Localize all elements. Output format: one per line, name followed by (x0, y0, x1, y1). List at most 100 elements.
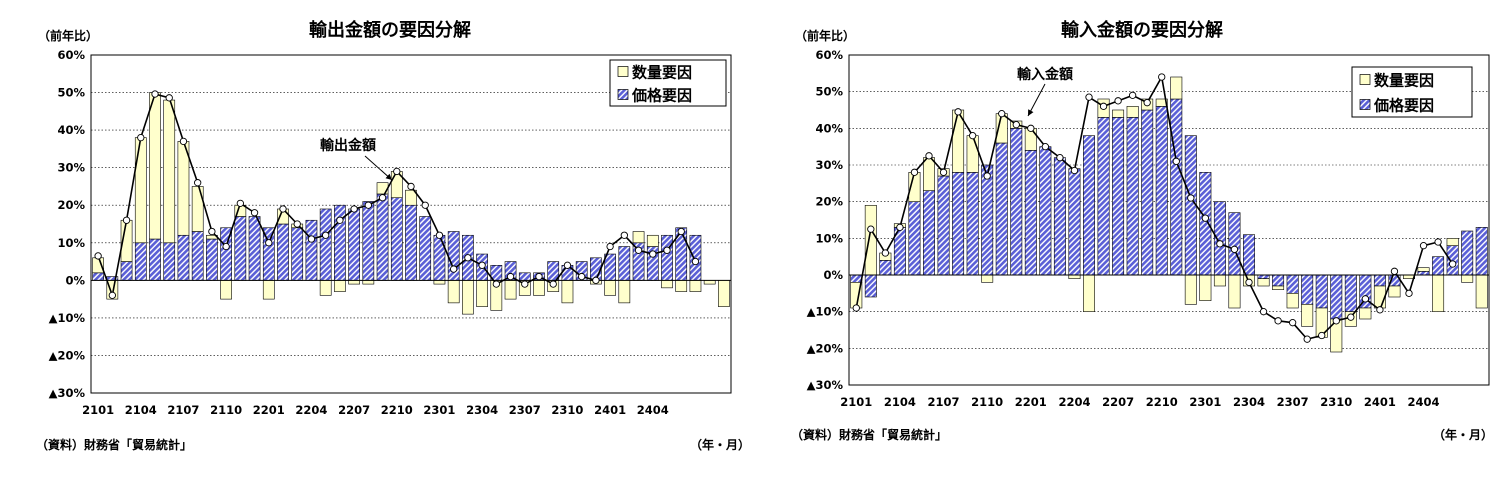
y-tick-label: 20% (815, 195, 843, 209)
total-amount-point (478, 261, 486, 269)
quantity-factor-bar (533, 280, 545, 296)
quantity-factor-bar (1286, 293, 1299, 309)
price-factor-bar (1286, 274, 1299, 294)
x-tick-label: 2207 (338, 403, 370, 417)
price-factor-bar (1228, 212, 1241, 276)
y-tick-label: 60% (815, 48, 843, 62)
y-tick-label: 50% (815, 85, 843, 99)
total-amount-point (1085, 93, 1093, 101)
quantity-factor-bar (561, 280, 574, 304)
price-factor-bar (937, 175, 950, 276)
price-factor-bar (362, 201, 375, 281)
price-factor-bar (1446, 245, 1459, 276)
total-amount-point (852, 304, 860, 312)
quantity-factor-bar (1170, 76, 1183, 100)
price-factor-bar (348, 208, 360, 281)
x-tick-label: 2101 (840, 395, 872, 409)
quantity-factor-bar (604, 280, 616, 296)
price-factor-bar (1141, 109, 1154, 276)
quantity-factor-bar (675, 280, 688, 292)
total-amount-point (1361, 295, 1370, 303)
total-amount-point (563, 261, 572, 269)
source-note: （資料）財務省「貿易統計」 (36, 437, 192, 452)
quantity-factor-bar (1228, 274, 1241, 309)
total-amount-point (896, 223, 904, 231)
total-amount-point (1288, 319, 1297, 327)
y-tick-label: 30% (57, 161, 85, 175)
price-factor-bar (291, 227, 304, 281)
total-amount-point (1332, 317, 1340, 325)
total-line-annotation: 輸出金額 (320, 137, 376, 154)
quantity-factor-bar (1112, 109, 1125, 118)
quantity-factor-bar (348, 280, 360, 285)
price-factor-bar (177, 234, 190, 281)
arrow-head (385, 173, 392, 180)
price-factor-bar (1068, 168, 1081, 276)
price-factor-bar (1373, 274, 1386, 287)
total-amount-point (151, 90, 159, 98)
import-chart-panel: ▲30% ▲20% ▲10% 0% 10% 20% 30% 40% 50% 60% 2101 2104… (755, 0, 1511, 481)
price-factor-bar (1432, 256, 1445, 276)
total-amount-point (350, 205, 358, 213)
quantity-factor-bar (405, 189, 417, 206)
source-note: （資料）財務省「貿易統計」 (791, 427, 947, 442)
total-amount-point (122, 216, 131, 224)
total-amount-point (137, 133, 145, 142)
total-amount-point (925, 152, 933, 160)
quantity-factor-bar (177, 141, 190, 236)
quantity-factor-bar (447, 280, 460, 304)
price-factor-bar (995, 142, 1008, 276)
quantity-factor-bar (1257, 278, 1270, 287)
total-amount-point (606, 242, 614, 251)
total-amount-point (677, 227, 685, 236)
price-factor-bar (405, 204, 417, 281)
quantity-factor-bar (966, 135, 979, 173)
price-factor-bar (1257, 274, 1270, 279)
price-factor-bar (234, 216, 247, 281)
price-factor-bar (376, 193, 389, 281)
y-tick-label: ▲20% (49, 348, 86, 362)
price-factor-bar (277, 223, 289, 281)
quantity-factor-bar (1301, 304, 1314, 327)
y-tick-label: 0% (823, 268, 843, 282)
x-tick-label: 2310 (551, 403, 583, 417)
quantity-factor-bar (1461, 274, 1474, 283)
total-amount-point (222, 242, 230, 251)
total-amount-point (1041, 143, 1050, 151)
y-tick-label: 40% (815, 121, 843, 135)
price-factor-bar (879, 260, 892, 276)
price-factor-bar (120, 261, 133, 281)
total-amount-point (94, 252, 102, 260)
x-tick-label: 2310 (1320, 395, 1352, 409)
total-amount-point (867, 225, 875, 233)
legend-swatch-quantity (1359, 74, 1371, 85)
price-factor-bar (1243, 234, 1255, 276)
quantity-factor-bar (220, 280, 232, 300)
total-amount-point (421, 201, 429, 209)
legend-swatch-quantity (617, 66, 629, 77)
total-amount-point (464, 254, 472, 262)
total-amount-point (983, 172, 991, 180)
price-factor-bar (1301, 274, 1314, 305)
quantity-factor-bar (149, 92, 161, 240)
price-factor-bar (1272, 274, 1285, 287)
total-amount-point (1128, 91, 1137, 99)
price-factor-bar (1344, 274, 1357, 312)
price-factor-bar (163, 242, 176, 281)
quantity-factor-bar (689, 280, 702, 292)
import-chart: ▲30% ▲20% ▲10% 0% 10% 20% 30% 40% 50% 60% 2101 2104… (791, 19, 1493, 442)
total-amount-point (968, 132, 977, 140)
y-tick-label: ▲10% (807, 305, 844, 319)
plot-area (848, 54, 1490, 386)
total-amount-point (549, 280, 557, 288)
quantity-factor-bar (1083, 274, 1095, 312)
price-factor-bar (1475, 227, 1488, 276)
quantity-factor-bar (981, 274, 994, 283)
total-amount-point (881, 249, 890, 257)
total-amount-point (1318, 331, 1326, 340)
y-tick-label: 10% (815, 231, 843, 245)
quantity-factor-bar (362, 280, 375, 285)
price-factor-bar (191, 231, 204, 281)
total-amount-point (450, 265, 458, 273)
